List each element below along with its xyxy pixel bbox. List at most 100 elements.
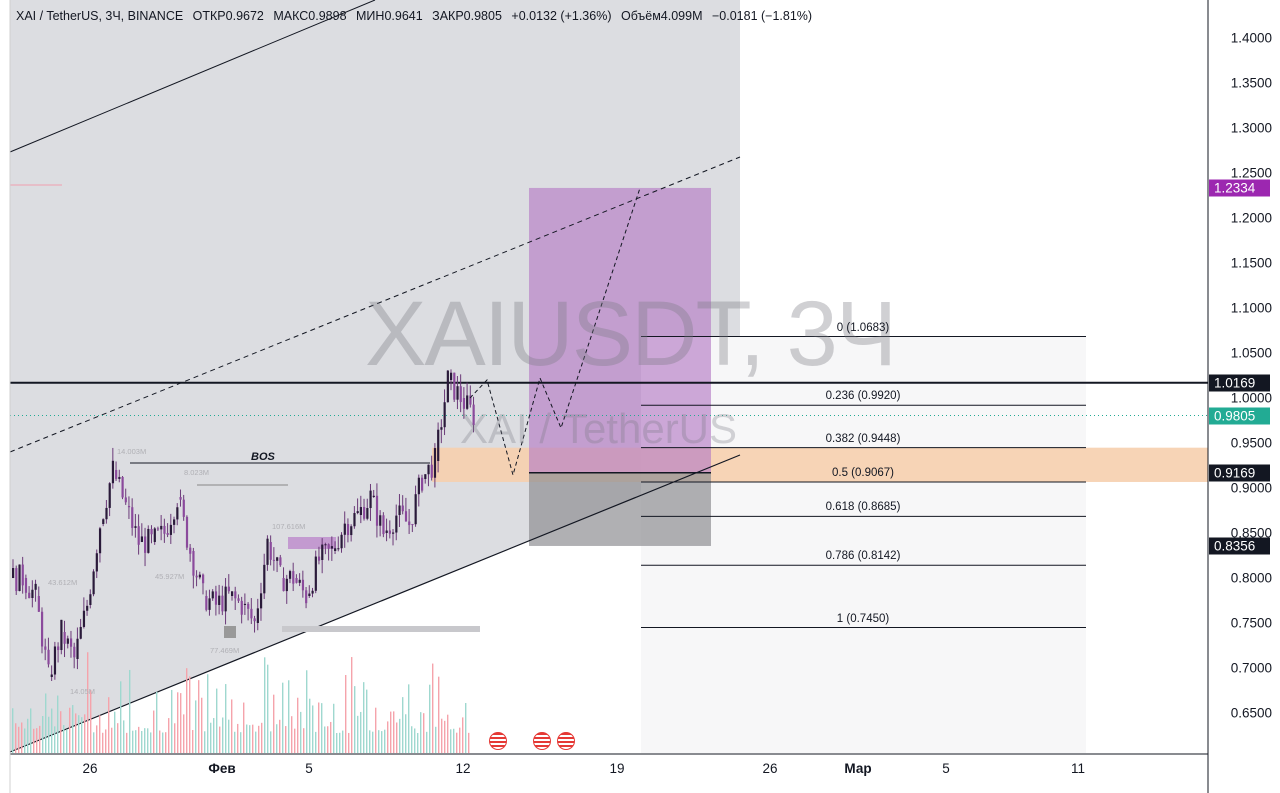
candle-body — [140, 536, 144, 542]
volume-bar — [195, 700, 197, 753]
volume-bar — [330, 721, 332, 753]
candle-body — [414, 494, 417, 525]
volume-bar — [216, 688, 218, 753]
candle-body — [330, 546, 334, 549]
volume-bar — [183, 714, 185, 753]
candle-body — [266, 538, 269, 565]
volume-bar — [246, 724, 248, 753]
candle-body — [82, 610, 86, 627]
low-value: МИН0.9641 — [356, 9, 423, 23]
candle-body — [359, 507, 363, 515]
volume-bar — [390, 711, 392, 753]
volume-bar — [135, 730, 137, 753]
volume-bar — [21, 722, 23, 753]
volume-bar — [270, 731, 272, 753]
volume-bar — [108, 697, 110, 753]
time-tick: 5 — [942, 761, 950, 776]
volume-bar — [369, 730, 371, 753]
volume-bar — [45, 693, 47, 753]
volume-bar — [294, 728, 296, 753]
volume-bar — [354, 686, 356, 753]
volume-bar — [75, 713, 77, 753]
us-economic-event-icon[interactable] — [533, 732, 551, 750]
candle-body — [285, 578, 288, 592]
candle-body — [182, 499, 185, 517]
price-tag: 1.2334 — [1209, 179, 1270, 197]
volume-bar — [468, 732, 470, 753]
candle-body — [185, 516, 189, 548]
candle-body — [24, 578, 28, 593]
candle-body — [66, 638, 69, 644]
candle-body — [250, 608, 253, 619]
price-tick: 1.3000 — [1230, 120, 1272, 136]
symbol-name[interactable]: XAI / TetherUS, 3Ч, BINANCE — [16, 9, 184, 23]
volume-bar — [255, 731, 257, 753]
volume-bar — [438, 676, 440, 753]
time-tick: 19 — [609, 761, 625, 776]
candle-body — [298, 579, 301, 583]
watermark-name: XAI / TetherUS — [460, 405, 738, 452]
candle-body — [385, 530, 388, 533]
candle-body — [259, 593, 263, 609]
us-economic-event-icon[interactable] — [557, 732, 575, 750]
candle-body — [240, 600, 243, 615]
volume-bar — [42, 716, 44, 753]
candle-body — [366, 508, 369, 519]
fib-label: 0.236 (0.9920) — [825, 390, 901, 403]
volume-bar — [72, 705, 74, 753]
candle-body — [272, 559, 276, 561]
candle-body — [153, 528, 156, 542]
volume-bar — [420, 712, 422, 753]
candle-body — [340, 534, 343, 549]
volume-bar — [336, 732, 338, 753]
candle-body — [346, 524, 350, 536]
volume-bar — [342, 730, 344, 753]
volume-bar — [261, 722, 263, 753]
volume-bar — [258, 725, 260, 753]
us-economic-event-icon[interactable] — [489, 732, 507, 750]
candle-body — [15, 568, 18, 592]
volume-bar — [282, 682, 284, 753]
volume-bar — [393, 711, 395, 753]
price-tick: 1.2500 — [1230, 165, 1272, 181]
time-tick: 12 — [455, 761, 471, 776]
candle-body — [317, 556, 321, 561]
volume-bar — [432, 663, 434, 753]
candle-body — [446, 370, 449, 403]
volume-bar — [225, 684, 227, 753]
candle-body — [224, 586, 227, 612]
volume-bar — [117, 723, 119, 753]
volume-bar — [324, 726, 326, 753]
candle-body — [363, 507, 366, 519]
candle-body — [179, 497, 182, 500]
candle-body — [92, 571, 95, 595]
volume-bar — [168, 718, 170, 753]
candle-body — [53, 646, 57, 675]
volume-bar — [69, 707, 71, 753]
volume-bar — [372, 731, 374, 753]
volume-bar — [339, 732, 341, 753]
candle-body — [469, 395, 472, 405]
candle-body — [453, 372, 456, 400]
volume-bar — [360, 711, 362, 753]
volume-bar — [435, 726, 437, 753]
volume-bar — [120, 681, 122, 753]
candle-body — [40, 611, 44, 647]
candle-body — [105, 507, 108, 520]
candle-body — [343, 523, 346, 535]
close-value: ЗАКР0.9805 — [432, 9, 502, 23]
volume-bar — [171, 689, 173, 753]
volume-bar — [291, 716, 293, 753]
candle-body — [449, 372, 453, 380]
time-tick: 5 — [305, 761, 313, 776]
candle-body — [95, 553, 98, 572]
candle-body — [382, 515, 385, 535]
volume-bar — [396, 722, 398, 753]
volume-bar — [57, 695, 59, 753]
volume-label: 77.469M — [210, 646, 240, 655]
volume-bar — [456, 732, 458, 753]
volume-bar — [237, 723, 239, 753]
symbol-header: XAI / TetherUS, 3Ч, BINANCE ОТКР0.9672 М… — [16, 9, 818, 23]
